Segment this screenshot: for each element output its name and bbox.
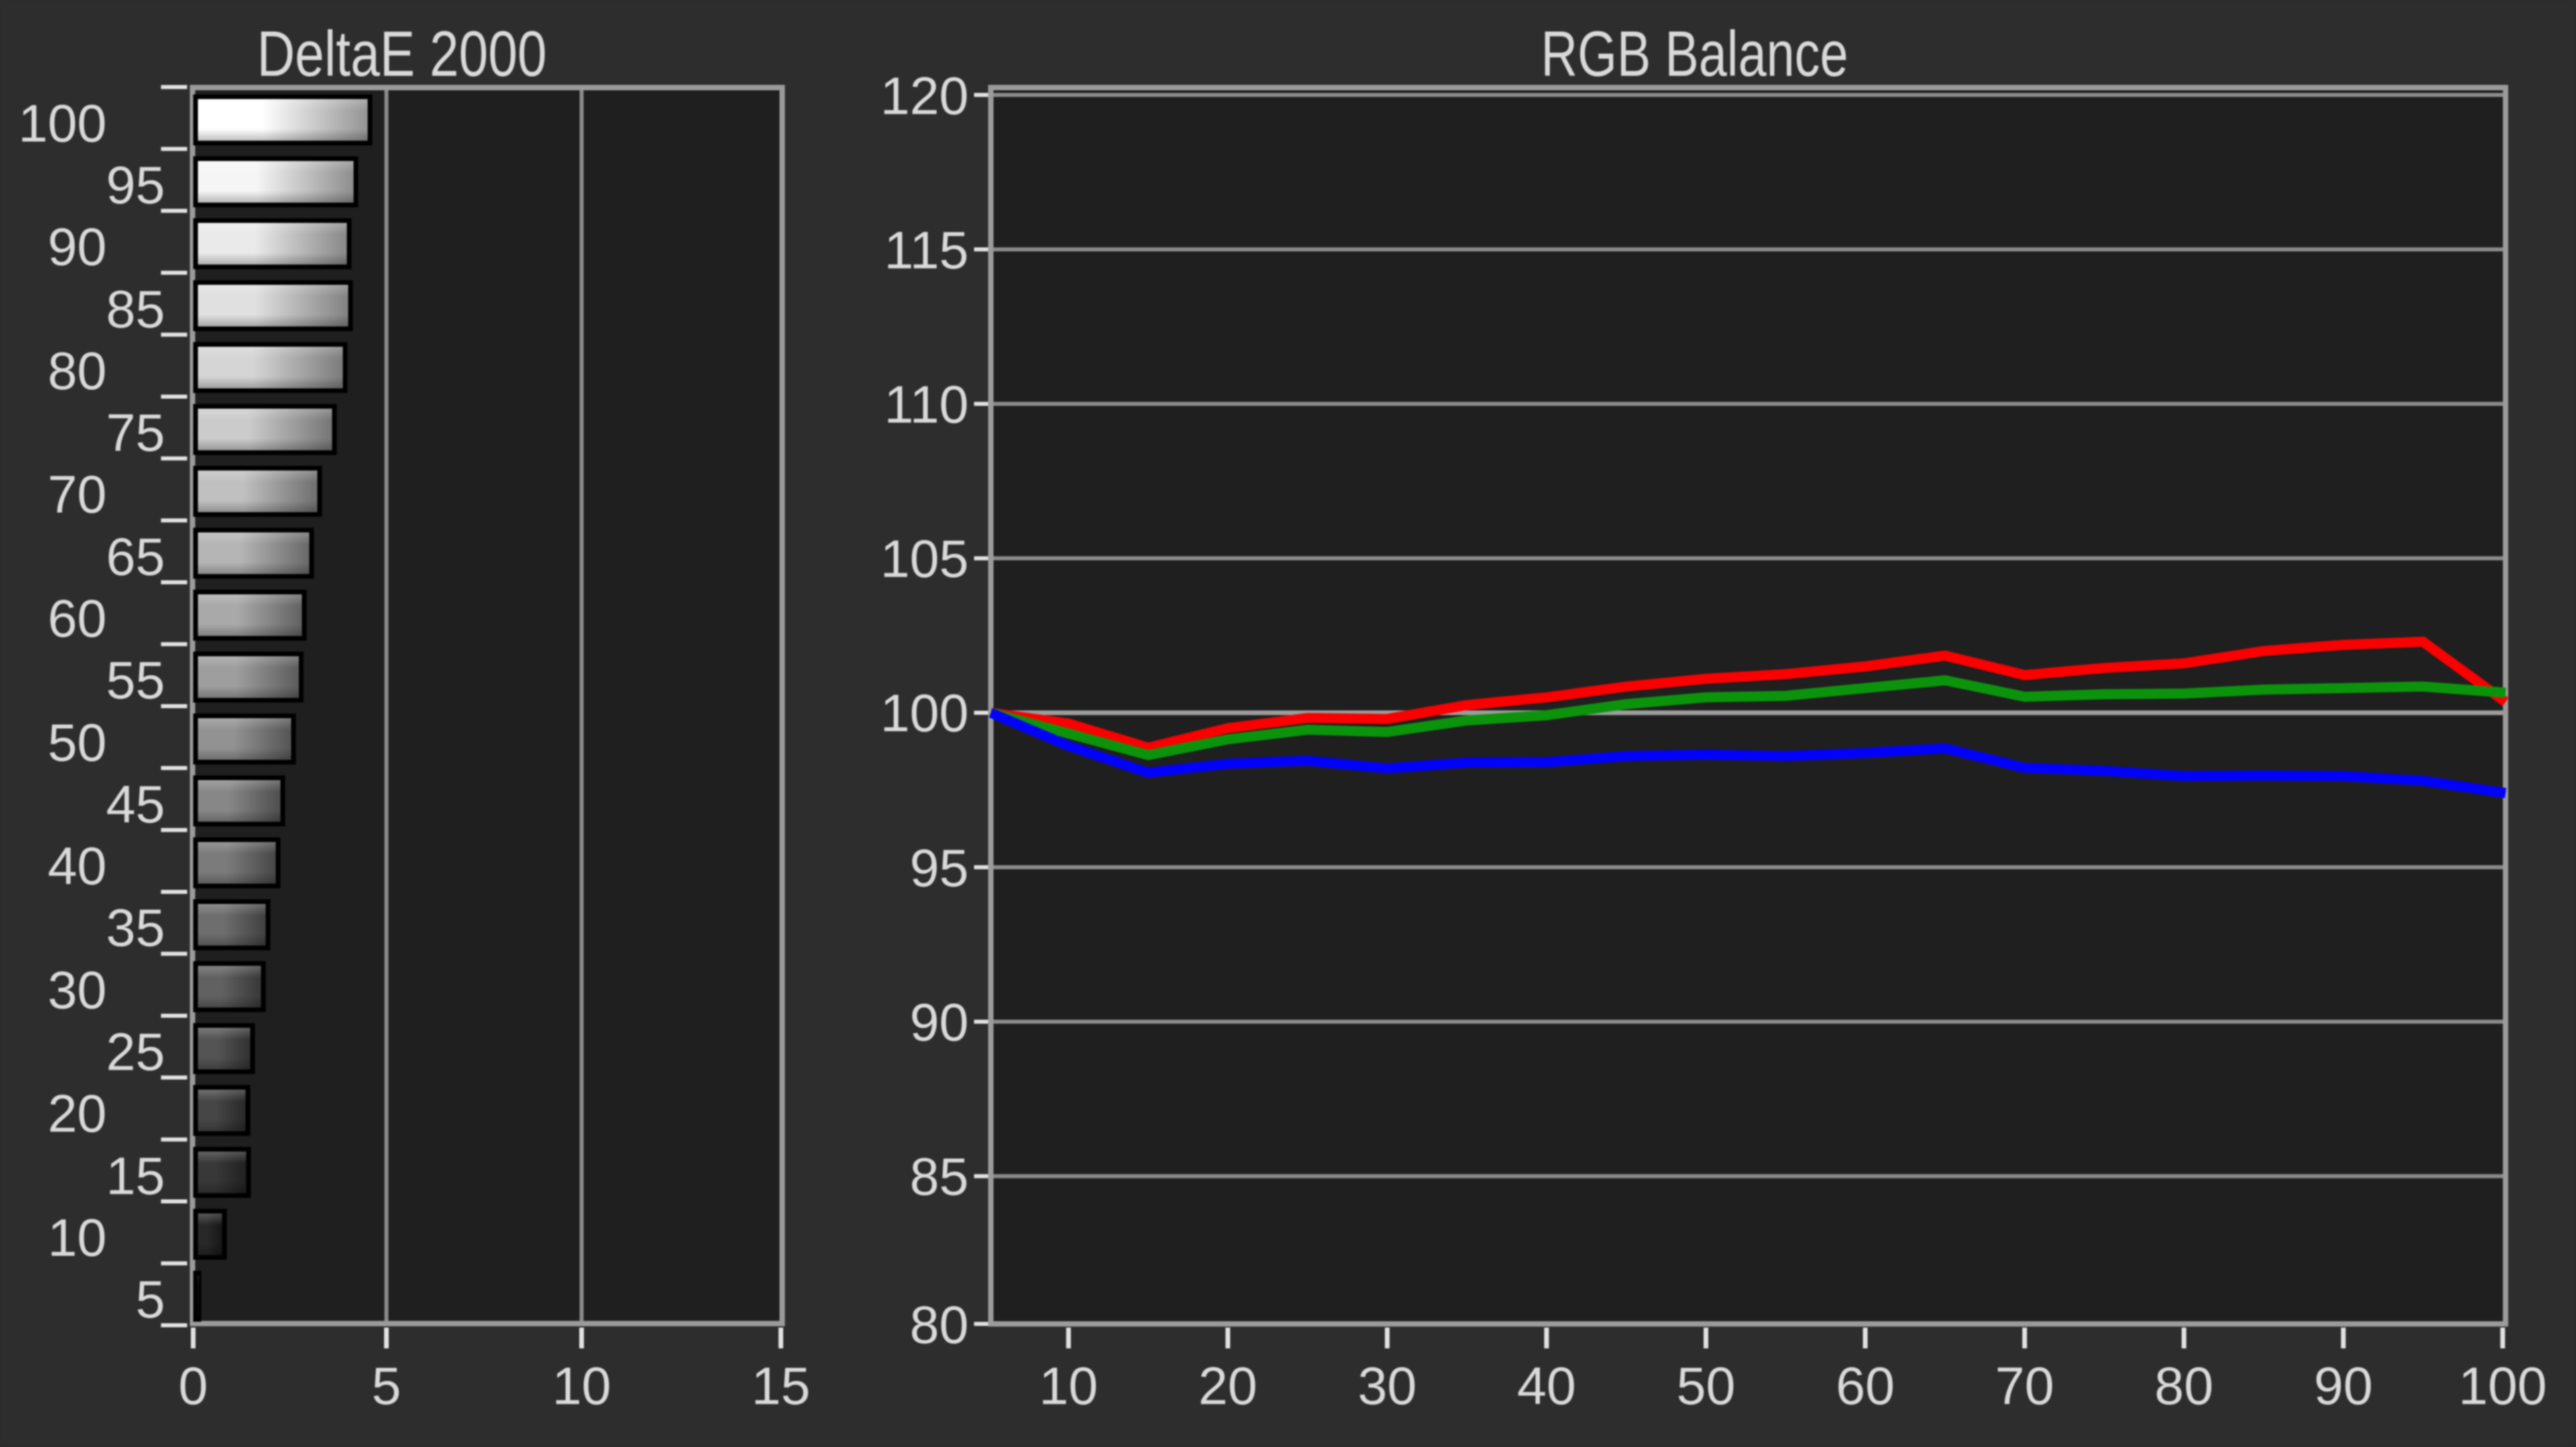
svg-text:100: 100 bbox=[18, 93, 107, 153]
svg-text:115: 115 bbox=[884, 220, 969, 280]
svg-text:80: 80 bbox=[2155, 1356, 2214, 1415]
svg-text:55: 55 bbox=[106, 650, 165, 710]
svg-text:50: 50 bbox=[1676, 1356, 1735, 1415]
svg-text:100: 100 bbox=[880, 683, 969, 743]
svg-text:90: 90 bbox=[48, 217, 107, 276]
svg-text:15: 15 bbox=[106, 1146, 165, 1205]
svg-text:0: 0 bbox=[178, 1356, 208, 1415]
svg-text:35: 35 bbox=[106, 898, 165, 957]
svg-text:10: 10 bbox=[552, 1356, 611, 1415]
svg-text:110: 110 bbox=[884, 374, 969, 434]
svg-text:80: 80 bbox=[910, 1295, 969, 1354]
svg-text:40: 40 bbox=[48, 836, 107, 896]
svg-text:90: 90 bbox=[910, 992, 969, 1052]
svg-text:5: 5 bbox=[136, 1269, 165, 1329]
svg-text:40: 40 bbox=[1517, 1356, 1576, 1415]
svg-text:120: 120 bbox=[880, 66, 969, 125]
svg-text:20: 20 bbox=[48, 1083, 107, 1143]
svg-text:RGB Balance: RGB Balance bbox=[1541, 18, 1848, 90]
svg-text:85: 85 bbox=[910, 1146, 969, 1206]
svg-text:45: 45 bbox=[106, 774, 165, 834]
svg-text:95: 95 bbox=[910, 838, 969, 898]
svg-text:30: 30 bbox=[1358, 1356, 1417, 1415]
svg-text:105: 105 bbox=[880, 529, 969, 588]
svg-text:95: 95 bbox=[106, 155, 165, 215]
svg-text:50: 50 bbox=[48, 712, 107, 772]
svg-text:60: 60 bbox=[1836, 1356, 1895, 1415]
svg-text:70: 70 bbox=[48, 464, 107, 524]
svg-text:10: 10 bbox=[48, 1208, 107, 1267]
svg-text:90: 90 bbox=[2314, 1356, 2373, 1415]
svg-text:100: 100 bbox=[2459, 1356, 2547, 1415]
svg-text:75: 75 bbox=[106, 403, 165, 462]
svg-text:20: 20 bbox=[1198, 1356, 1257, 1415]
svg-text:30: 30 bbox=[48, 960, 107, 1020]
svg-text:65: 65 bbox=[106, 527, 165, 586]
svg-text:60: 60 bbox=[48, 588, 107, 648]
svg-text:85: 85 bbox=[106, 279, 165, 339]
svg-text:5: 5 bbox=[372, 1356, 401, 1415]
svg-text:DeltaE 2000: DeltaE 2000 bbox=[257, 18, 547, 90]
svg-text:70: 70 bbox=[1995, 1356, 2054, 1415]
svg-text:10: 10 bbox=[1039, 1356, 1098, 1415]
svg-text:25: 25 bbox=[106, 1022, 165, 1081]
svg-text:15: 15 bbox=[751, 1356, 810, 1415]
svg-text:80: 80 bbox=[48, 341, 107, 400]
